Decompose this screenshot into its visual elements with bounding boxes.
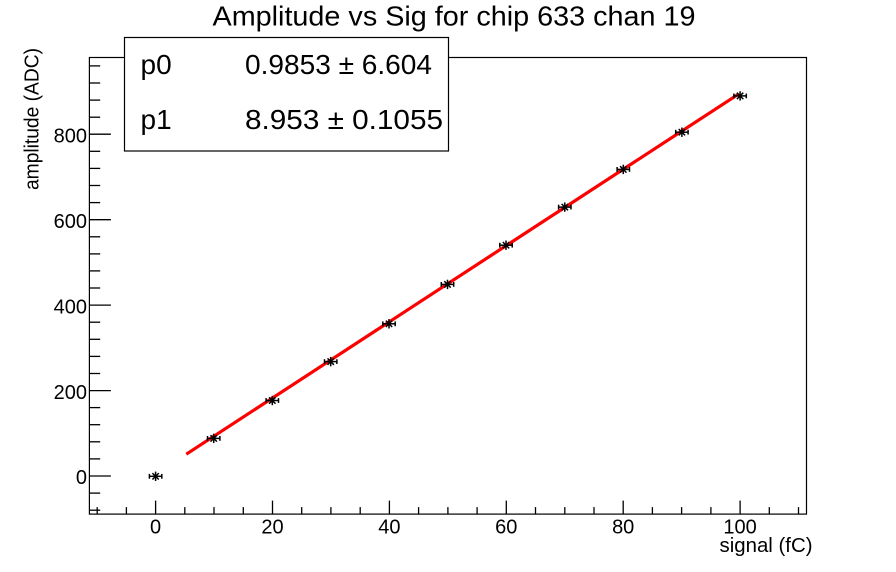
svg-text:0.9853 ± 6.604: 0.9853 ± 6.604	[245, 49, 432, 80]
svg-text:Amplitude vs Sig for chip 633: Amplitude vs Sig for chip 633 chan 19	[213, 1, 696, 32]
svg-text:80: 80	[612, 517, 634, 539]
svg-text:20: 20	[261, 517, 283, 539]
svg-text:signal (fC): signal (fC)	[720, 535, 813, 557]
svg-text:60: 60	[495, 517, 517, 539]
svg-text:p1: p1	[141, 104, 172, 135]
svg-text:40: 40	[378, 517, 400, 539]
svg-text:100: 100	[723, 517, 756, 539]
svg-text:0: 0	[150, 517, 161, 539]
svg-text:8.953 ± 0.1055: 8.953 ± 0.1055	[245, 104, 443, 135]
svg-text:amplitude (ADC): amplitude (ADC)	[22, 48, 44, 190]
svg-text:400: 400	[54, 296, 87, 318]
svg-text:p0: p0	[141, 49, 172, 80]
svg-text:800: 800	[54, 125, 87, 147]
svg-text:200: 200	[54, 382, 87, 404]
svg-text:0: 0	[76, 467, 87, 489]
svg-text:600: 600	[54, 211, 87, 233]
